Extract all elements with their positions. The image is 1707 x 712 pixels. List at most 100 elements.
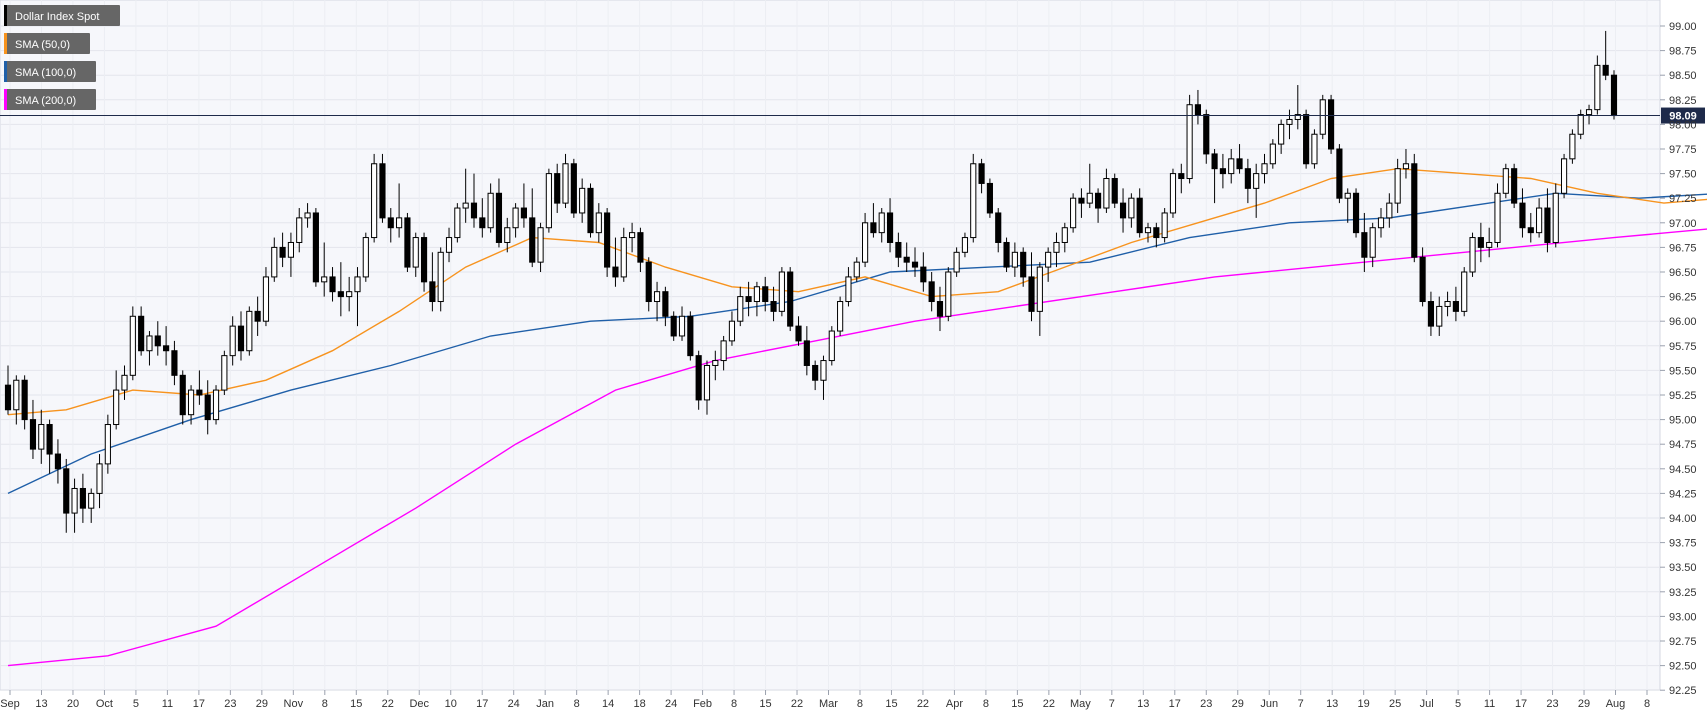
- x-tick-label: Dec: [409, 698, 429, 710]
- candle-body: [287, 241, 295, 258]
- candle: [1352, 188, 1360, 238]
- legend-swatch: [4, 89, 7, 110]
- x-tick-label: 22: [382, 698, 394, 710]
- x-tick-label: 15: [1011, 698, 1023, 710]
- candle-body: [138, 315, 145, 352]
- candle: [337, 262, 344, 317]
- candle: [13, 375, 20, 425]
- candle-body: [1352, 192, 1360, 234]
- x-tick-label: 15: [759, 698, 771, 710]
- y-axis: 99.00 98.75 98.50 98.25 98.00 97.75 97.50 97.25…: [1660, 21, 1697, 697]
- candle: [1178, 163, 1185, 194]
- candle-body: [970, 163, 977, 239]
- candle-body: [787, 271, 794, 327]
- candle: [1577, 109, 1584, 140]
- candle: [670, 311, 677, 341]
- candle-body: [595, 212, 602, 234]
- candle-body: [795, 325, 802, 342]
- candle-body: [645, 261, 652, 303]
- x-tick-label: Mar: [819, 698, 838, 710]
- candle-body: [1336, 148, 1343, 199]
- candle-body: [845, 276, 852, 303]
- legend: Dollar Index Spot SMA (50,0) SMA (100,0) SM…: [4, 5, 120, 110]
- x-tick-label: Nov: [284, 698, 304, 710]
- candle: [1269, 139, 1276, 169]
- candle: [396, 183, 403, 238]
- candle-body: [1361, 232, 1368, 258]
- x-tick-label: 7: [1109, 698, 1115, 710]
- candle: [629, 222, 636, 253]
- candle-body: [662, 291, 669, 317]
- candle: [1045, 247, 1052, 282]
- candle-body: [1511, 168, 1518, 204]
- x-tick-label: 17: [1515, 698, 1527, 710]
- legend-swatch: [4, 61, 7, 82]
- candle: [88, 488, 95, 523]
- candle: [246, 306, 253, 356]
- candle: [437, 247, 444, 312]
- candle-body: [38, 424, 45, 450]
- candle-body: [1369, 227, 1376, 258]
- candle-body: [1394, 168, 1401, 204]
- candle: [1111, 173, 1118, 209]
- candle-body: [1585, 109, 1593, 116]
- x-tick-label: 20: [67, 698, 79, 710]
- candle-body: [579, 187, 586, 214]
- candle: [1327, 94, 1335, 154]
- y-tick-label: 95.00: [1669, 415, 1697, 427]
- candle: [129, 306, 136, 381]
- candle-body: [986, 182, 993, 214]
- candle-body: [1169, 173, 1177, 214]
- candle-body: [1469, 237, 1476, 273]
- x-tick-label: 8: [731, 698, 737, 710]
- candle: [1070, 193, 1077, 233]
- candle-body: [1219, 168, 1226, 175]
- candle-body: [113, 389, 120, 426]
- candle: [1144, 222, 1152, 243]
- candle-body: [362, 237, 369, 278]
- candle-body: [1377, 217, 1385, 229]
- candle: [495, 178, 503, 248]
- candle-body: [187, 389, 195, 416]
- x-tick-label: 8: [322, 698, 328, 710]
- candle: [1244, 158, 1251, 204]
- candle: [1169, 168, 1177, 218]
- candle: [612, 237, 619, 287]
- candle-body: [171, 350, 178, 376]
- candle-body: [54, 453, 62, 470]
- candle-body: [1610, 74, 1618, 117]
- candle-body: [1386, 202, 1393, 219]
- x-tick-label: 17: [193, 698, 205, 710]
- candle-body: [1253, 173, 1260, 189]
- candle-body: [703, 364, 711, 401]
- y-tick-label: 94.25: [1669, 488, 1697, 500]
- candle: [1560, 153, 1568, 199]
- candle: [853, 257, 860, 282]
- y-tick-label: 96.50: [1669, 267, 1697, 279]
- candles: [4, 30, 1618, 533]
- candle: [1585, 104, 1593, 125]
- candle-body: [479, 217, 486, 229]
- candle: [1228, 149, 1235, 184]
- candle-body: [371, 163, 378, 239]
- candle-body: [96, 463, 103, 494]
- candle-body: [1095, 192, 1102, 209]
- x-tick-label: 17: [476, 698, 488, 710]
- x-tick-label: Jun: [1260, 698, 1278, 710]
- candle: [828, 326, 835, 366]
- candle-body: [1211, 153, 1218, 170]
- candle-body: [163, 345, 170, 352]
- candle-body: [753, 286, 760, 303]
- candle: [1078, 188, 1085, 218]
- y-tick-label: 96.75: [1669, 242, 1697, 254]
- candle-body: [1028, 276, 1035, 312]
- candle-body: [803, 340, 810, 366]
- x-tick-label: 18: [633, 698, 645, 710]
- candle-body: [179, 374, 186, 416]
- candle: [554, 163, 561, 213]
- y-tick-label: 93.50: [1669, 562, 1697, 574]
- candle: [1028, 252, 1035, 322]
- candle: [1419, 247, 1426, 307]
- candle: [404, 212, 411, 272]
